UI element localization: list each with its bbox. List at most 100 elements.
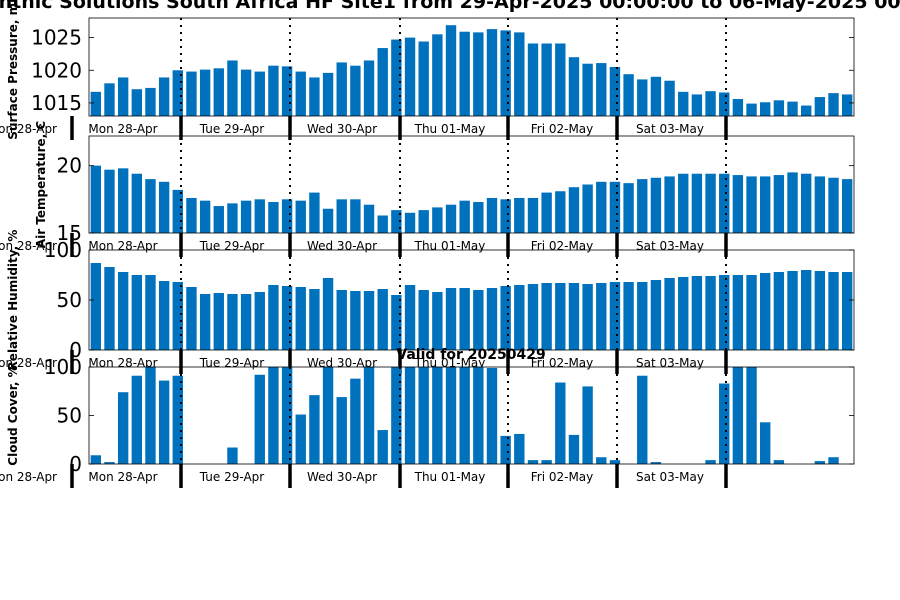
bar: [309, 289, 320, 350]
x-tick-label: Wed 30-Apr: [307, 470, 377, 484]
bar: [814, 461, 826, 464]
bar: [719, 275, 730, 350]
plot-frame: [88, 135, 855, 234]
bar: [801, 173, 812, 233]
bar: [404, 285, 416, 350]
bar: [678, 173, 689, 233]
bar: [691, 276, 703, 350]
bar: [240, 294, 252, 350]
bar: [172, 70, 183, 116]
bar: [527, 460, 539, 464]
bar: [145, 87, 156, 116]
bar: [678, 91, 689, 116]
bar: [309, 192, 320, 233]
bar: [746, 367, 757, 464]
bar: [637, 282, 648, 350]
bar: [213, 68, 224, 116]
bar: [787, 271, 798, 350]
bar: [719, 92, 730, 116]
bar: [732, 367, 744, 464]
bar: [555, 283, 566, 350]
bar: [650, 76, 662, 116]
bar: [787, 101, 798, 116]
bar: [705, 460, 716, 464]
bar: [104, 267, 115, 350]
bar: [336, 199, 347, 233]
bar: [131, 173, 142, 233]
y-axis-label: Air Temperature, C: [34, 121, 48, 249]
bar: [746, 275, 757, 350]
bar: [514, 32, 525, 117]
x-tick-label: Sat 03-May: [636, 239, 704, 253]
y-tick-label: 1015: [31, 91, 82, 115]
bar: [650, 280, 662, 350]
bar: [131, 275, 142, 350]
bar: [773, 175, 785, 233]
bar: [828, 272, 839, 350]
bar: [596, 283, 607, 350]
bar: [350, 378, 361, 464]
bar: [158, 181, 170, 233]
bar: [186, 71, 197, 116]
bar: [609, 460, 621, 464]
x-tick-label: Mon 28-Apr: [0, 122, 57, 136]
bar: [691, 94, 703, 116]
bar: [240, 200, 252, 233]
bar: [295, 287, 306, 350]
bar: [445, 204, 457, 233]
bar: [841, 272, 853, 350]
bar: [322, 278, 334, 350]
bar: [377, 48, 388, 116]
bar: [186, 197, 197, 233]
bar: [719, 383, 730, 464]
y-tick-label: 15: [57, 221, 82, 245]
bar: [705, 173, 716, 233]
bar: [104, 83, 115, 116]
plot-frame: [88, 17, 855, 117]
bar: [227, 447, 238, 464]
bar: [582, 386, 593, 464]
bar: [841, 179, 853, 233]
x-tick-label: Sat 03-May: [636, 356, 704, 370]
y-tick-label: 100: [44, 238, 82, 262]
bar: [568, 57, 580, 116]
bar: [336, 290, 347, 350]
bar: [582, 284, 593, 350]
x-tick-label: Fri 02-May: [531, 239, 594, 253]
bar: [186, 287, 197, 350]
bar: [445, 367, 457, 464]
bar: [350, 65, 361, 116]
x-tick-label: Mon 28-Apr: [88, 470, 157, 484]
bar: [568, 187, 580, 233]
bar: [801, 270, 812, 350]
bar: [664, 176, 675, 233]
bar: [486, 29, 498, 116]
bar: [418, 290, 429, 350]
bar: [650, 177, 662, 233]
bar: [295, 71, 306, 116]
bar: [500, 30, 511, 116]
x-tick-label: Mon 28-Apr: [0, 239, 57, 253]
x-tick-label: Sat 03-May: [636, 122, 704, 136]
bar: [240, 69, 252, 116]
bar: [514, 285, 525, 350]
bar: [650, 462, 662, 464]
bar: [432, 367, 443, 464]
bar: [623, 282, 634, 350]
bar: [582, 63, 593, 116]
bar: [732, 175, 744, 233]
bar: [432, 292, 443, 350]
bar: [773, 272, 785, 350]
x-tick-label: Mon 28-Apr: [0, 356, 57, 370]
x-tick-label: Thu 01-May: [414, 470, 486, 484]
bar: [814, 176, 826, 233]
bar: [609, 282, 621, 350]
bar: [432, 34, 443, 116]
bar: [363, 367, 375, 464]
bar: [459, 31, 470, 116]
bar: [678, 277, 689, 350]
x-tick-label: Tue 29-Apr: [199, 470, 264, 484]
bar: [336, 62, 347, 116]
